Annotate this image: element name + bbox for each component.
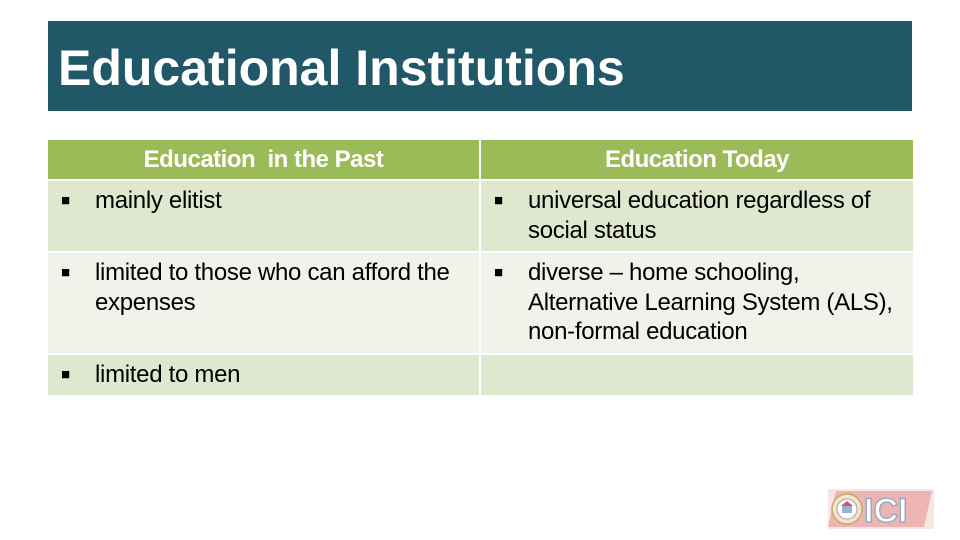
- square-bullet-icon: ■: [494, 192, 503, 209]
- table-row: ■ limited to men: [48, 353, 913, 397]
- cell-today-empty: [480, 353, 913, 397]
- square-bullet-icon: ■: [61, 264, 70, 281]
- seal-logo-icon: [831, 493, 863, 525]
- logo-text: ICI: [864, 492, 907, 529]
- cell-past: ■ limited to those who can afford the ex…: [48, 252, 481, 355]
- square-bullet-icon: ■: [61, 365, 70, 383]
- ici-logo: ICI: [828, 489, 934, 529]
- square-bullet-icon: ■: [494, 264, 503, 281]
- cell-text: limited to men: [95, 360, 241, 388]
- table-row: ■ mainly elitist ■ universal education r…: [48, 180, 913, 253]
- cell-past: ■ limited to men: [48, 353, 481, 397]
- table-header-row: Education in the Past Education Today: [48, 140, 913, 181]
- cell-past: ■ mainly elitist: [48, 180, 481, 253]
- cell-text: diverse – home schooling, Alternative Le…: [528, 259, 893, 345]
- cell-text: universal education regardless of social…: [528, 187, 871, 244]
- cell-today: ■ diverse – home schooling, Alternative …: [480, 252, 913, 355]
- comparison-table: Education in the Past Education Today ■ …: [48, 140, 913, 397]
- slide-title: Educational Institutions: [58, 40, 625, 96]
- table-row: ■ limited to those who can afford the ex…: [48, 252, 913, 355]
- header-past: Education in the Past: [48, 140, 481, 181]
- square-bullet-icon: ■: [61, 192, 70, 209]
- title-bar: Educational Institutions: [48, 21, 912, 111]
- header-today: Education Today: [480, 140, 913, 181]
- cell-text: limited to those who can afford the expe…: [95, 259, 450, 316]
- cell-text: mainly elitist: [95, 187, 222, 214]
- cell-today: ■ universal education regardless of soci…: [480, 180, 913, 253]
